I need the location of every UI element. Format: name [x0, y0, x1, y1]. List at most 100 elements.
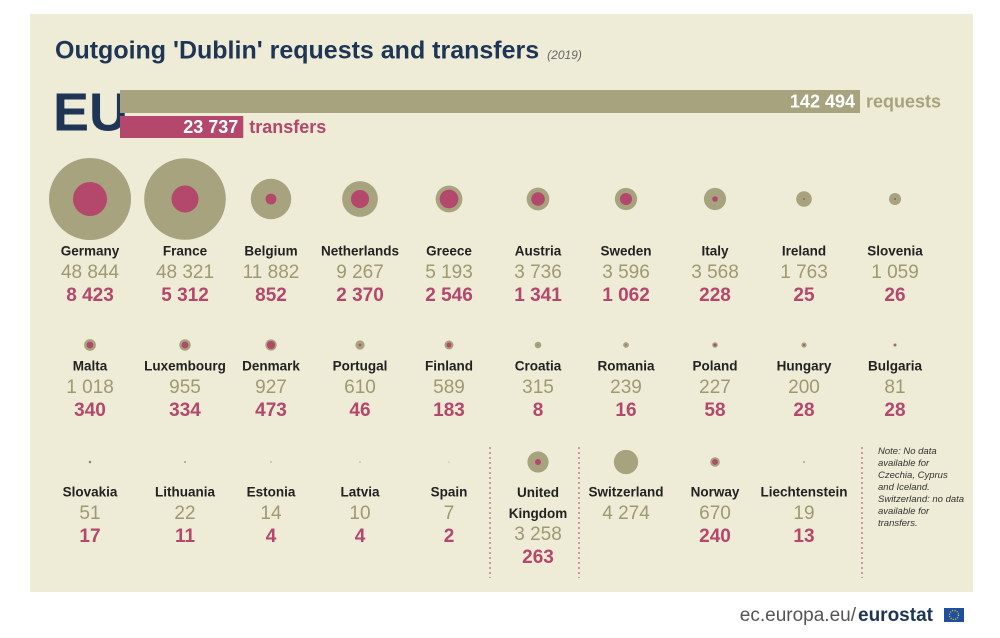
transfers-circle: [86, 341, 94, 349]
requests-circle: [613, 449, 639, 475]
country-label: Netherlands: [321, 244, 399, 259]
transfers-circle: [803, 198, 805, 200]
country-label: Germany: [61, 244, 120, 259]
transfers-value: 26: [884, 285, 905, 306]
eu-stars: [948, 609, 960, 621]
transfers-value: 240: [699, 526, 731, 547]
country-label: Croatia: [515, 359, 562, 374]
transfers-circle: [446, 342, 452, 348]
country-label: Bulgaria: [868, 359, 923, 374]
transfers-value: 473: [255, 400, 287, 421]
country-label: France: [163, 244, 208, 259]
transfers-value: 58: [704, 400, 725, 421]
transfers-value: 1 341: [514, 285, 562, 306]
country-label: Luxembourg: [144, 359, 226, 374]
note: Note: No data available for Czechia, Cyp…: [878, 446, 965, 529]
subtitle: (2019): [547, 48, 582, 62]
transfers-circle: [894, 198, 896, 200]
transfers-value: 4: [266, 526, 277, 547]
transfers-circle: [534, 458, 542, 466]
country-label: Belgium: [244, 244, 297, 259]
transfers-circle: [266, 340, 276, 350]
transfers-value: 334: [169, 400, 201, 421]
transfers-circle: [181, 341, 189, 349]
transfers-circle: [713, 343, 717, 347]
country-label: Slovenia: [867, 244, 923, 259]
requests-value: 48 844: [61, 262, 120, 283]
transfers-value: 8 423: [66, 285, 114, 306]
transfers-circle: [359, 461, 361, 463]
transfers-value: 17: [79, 526, 100, 547]
country-label: Slovakia: [63, 485, 118, 500]
requests-value: 239: [610, 377, 642, 398]
country-label: Greece: [426, 244, 472, 259]
transfers-circle: [531, 192, 545, 206]
transfers-value: 183: [433, 400, 465, 421]
legend-label: transfers: [249, 117, 326, 137]
transfers-circle: [625, 344, 627, 346]
country-label: Lithuania: [155, 485, 215, 500]
requests-value: 10: [349, 503, 370, 524]
transfers-circle: [270, 461, 272, 463]
country-label: Spain: [431, 485, 468, 500]
transfers-value: 13: [793, 526, 814, 547]
requests-value: 48 321: [156, 262, 214, 283]
transfers-value: 5 312: [161, 285, 209, 306]
requests-value: 11 882: [243, 262, 300, 283]
transfers-value: 2 370: [336, 285, 384, 306]
requests-value: 1 763: [780, 262, 828, 283]
transfers-value: 852: [255, 285, 287, 306]
requests-value: 9 267: [336, 262, 384, 283]
requests-value: 81: [884, 377, 905, 398]
country-label: Portugal: [333, 359, 388, 374]
transfers-circle: [89, 461, 91, 463]
requests-value: 610: [344, 377, 376, 398]
transfers-value: 28: [884, 400, 905, 421]
requests-value: 22: [174, 503, 195, 524]
country-label: Liechtenstein: [760, 485, 847, 500]
transfers-circle: [184, 461, 186, 463]
transfers-circle: [171, 185, 199, 213]
transfers-value: 340: [74, 400, 106, 421]
transfers-circle: [265, 193, 277, 205]
requests-value: 5 193: [425, 262, 473, 283]
requests-value: 927: [255, 377, 287, 398]
country-label: Italy: [701, 244, 729, 259]
transfers-value: 2: [444, 526, 455, 547]
transfers-circle: [350, 189, 370, 209]
transfers-circle: [439, 189, 459, 209]
chart-title: Outgoing 'Dublin' requests and transfers: [55, 37, 539, 65]
requests-value: 200: [788, 377, 820, 398]
country-label: Denmark: [242, 359, 300, 374]
requests-value: 3 596: [602, 262, 650, 283]
transfers-circle: [358, 343, 362, 347]
country-label: Finland: [425, 359, 473, 374]
requests-value: 14: [260, 503, 282, 524]
requests-value: 7: [444, 503, 455, 524]
total-bar: [120, 90, 860, 113]
requests-value: 3 736: [514, 262, 562, 283]
country-label: Romania: [597, 359, 655, 374]
requests-value: 955: [169, 377, 201, 398]
country-label: Malta: [73, 359, 108, 374]
transfers-value: 11: [175, 526, 196, 547]
transfers-circle: [619, 192, 633, 206]
transfers-value: 25: [793, 285, 815, 306]
requests-value: 3 258: [514, 524, 562, 545]
country-label: Sweden: [600, 244, 651, 259]
transfers-circle: [537, 344, 539, 346]
country-label: Austria: [515, 244, 562, 259]
requests-value: 1 018: [66, 377, 114, 398]
transfers-value: 28: [793, 400, 814, 421]
transfers-value: 16: [615, 400, 636, 421]
transfers-value: 1 062: [602, 285, 650, 306]
note-box: Note: No data available for Czechia, Cyp…: [878, 446, 965, 529]
country-label: Ireland: [782, 244, 826, 259]
transfers-circle: [803, 461, 805, 463]
transfers-value: 4: [355, 526, 366, 547]
requests-value: 51: [79, 503, 100, 524]
requests-value: 227: [699, 377, 731, 398]
country-label: Poland: [692, 359, 737, 374]
total-label: EU: [53, 82, 128, 142]
